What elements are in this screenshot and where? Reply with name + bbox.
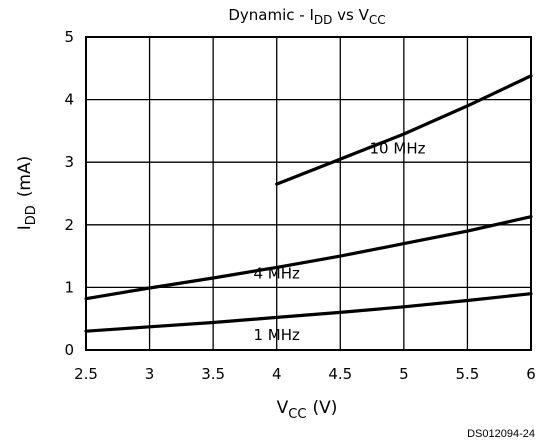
figure-code: DS012094-24 — [467, 428, 535, 440]
y-tick-label: 2 — [64, 216, 74, 234]
series-line-4-mhz — [84, 215, 533, 301]
y-tick-label: 4 — [64, 91, 74, 109]
y-tick-label: 5 — [64, 28, 74, 46]
series-line-10-mhz — [275, 74, 533, 186]
y-tick-label: 0 — [64, 341, 74, 359]
y-tick-label: 1 — [64, 278, 74, 296]
series-label-1-mhz: 1 MHz — [254, 326, 301, 344]
x-tick-labels: 2.5 3 3.5 4 4.5 5 5.5 6 — [74, 365, 536, 383]
x-tick-label: 2.5 — [74, 365, 98, 383]
x-tick-label: 6 — [526, 365, 536, 383]
x-tick-label: 3 — [145, 365, 155, 383]
chart-title: Dynamic - IDD vs VCC — [228, 6, 385, 27]
x-axis-label: VCC (V) — [277, 398, 338, 422]
x-tick-label: 4 — [272, 365, 282, 383]
grid — [86, 37, 531, 350]
series-label-4-mhz: 4 MHz — [254, 265, 301, 283]
y-tick-label: 3 — [64, 153, 74, 171]
plot-frame — [85, 36, 532, 351]
y-tick-labels: 0 1 2 3 4 5 — [64, 28, 74, 359]
series-line-1-mhz — [84, 292, 533, 333]
x-tick-label: 5.5 — [455, 365, 479, 383]
series-label-10-mhz: 10 MHz — [370, 139, 426, 157]
series-labels: 10 MHz 4 MHz 1 MHz — [254, 139, 426, 344]
y-axis-label: IDD(mA) — [15, 156, 39, 231]
series-group — [84, 74, 533, 333]
x-tick-label: 3.5 — [201, 365, 225, 383]
x-tick-label: 4.5 — [328, 365, 352, 383]
x-tick-label: 5 — [399, 365, 409, 383]
